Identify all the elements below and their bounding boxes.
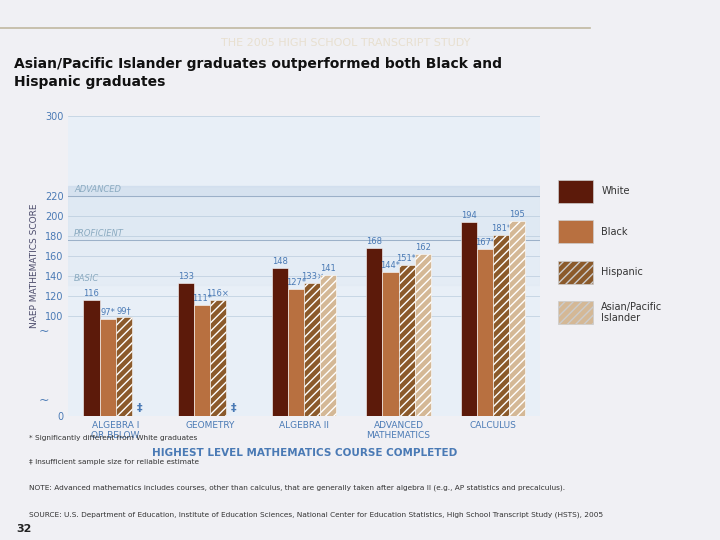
Text: ‡: ‡ (137, 403, 143, 413)
Bar (477, 249, 493, 416)
Text: 133×: 133× (301, 273, 324, 281)
Bar (366, 248, 382, 416)
Text: 195: 195 (509, 211, 525, 219)
Text: 111*: 111* (192, 294, 212, 303)
Text: ‡: ‡ (231, 403, 237, 413)
Bar (115, 317, 132, 416)
Bar (320, 275, 336, 416)
X-axis label: HIGHEST LEVEL MATHEMATICS COURSE COMPLETED: HIGHEST LEVEL MATHEMATICS COURSE COMPLET… (152, 448, 456, 458)
Text: Black: Black (601, 227, 628, 237)
Text: 127*: 127* (286, 279, 306, 287)
Bar (210, 300, 226, 416)
Text: 148: 148 (272, 258, 288, 266)
Bar (493, 235, 509, 416)
Bar (99, 319, 115, 416)
Text: 99†: 99† (116, 306, 131, 315)
Text: PROFICIENT: PROFICIENT (74, 229, 124, 238)
FancyBboxPatch shape (558, 220, 593, 243)
Bar (84, 300, 99, 416)
Bar (68, 240, 540, 285)
Bar (272, 268, 288, 416)
Text: 32: 32 (16, 523, 31, 534)
Text: 116: 116 (84, 289, 99, 299)
Bar (68, 196, 540, 240)
Text: White: White (601, 186, 630, 196)
Text: BASIC: BASIC (74, 274, 99, 283)
Bar (288, 289, 305, 416)
Text: Hispanic: Hispanic (601, 267, 643, 277)
Text: 141: 141 (320, 265, 336, 273)
Bar (415, 254, 431, 416)
Text: 97*: 97* (100, 308, 115, 318)
Text: ~: ~ (38, 325, 49, 338)
Text: 168: 168 (366, 238, 382, 246)
FancyBboxPatch shape (558, 180, 593, 202)
Text: * Significantly different from White graduates: * Significantly different from White gra… (29, 435, 197, 441)
Bar (509, 221, 525, 416)
Text: 151*: 151* (397, 254, 417, 264)
FancyBboxPatch shape (558, 301, 593, 324)
Y-axis label: NAEP MATHEMATICS SCORE: NAEP MATHEMATICS SCORE (30, 204, 40, 328)
FancyBboxPatch shape (558, 261, 593, 284)
Bar (461, 222, 477, 416)
Bar (178, 283, 194, 416)
Text: NOTE: Advanced mathematics includes courses, other than calculus, that are gener: NOTE: Advanced mathematics includes cour… (29, 484, 565, 490)
Text: ~: ~ (38, 394, 49, 407)
Text: 181*: 181* (491, 225, 511, 233)
Text: 162: 162 (415, 244, 431, 253)
Bar (399, 265, 415, 416)
Text: Asian/Pacific Islander graduates outperformed both Black and
Hispanic graduates: Asian/Pacific Islander graduates outperf… (14, 57, 503, 89)
Text: ADVANCED: ADVANCED (74, 185, 121, 194)
Text: 116×: 116× (207, 289, 230, 299)
Text: Asian/Pacific
Islander: Asian/Pacific Islander (601, 302, 662, 323)
Text: SOURCE: U.S. Department of Education, Institute of Education Sciences, National : SOURCE: U.S. Department of Education, In… (29, 511, 603, 518)
Text: 144*: 144* (380, 261, 400, 271)
Text: THE 2005 HIGH SCHOOL TRANSCRIPT STUDY: THE 2005 HIGH SCHOOL TRANSCRIPT STUDY (221, 37, 470, 48)
Bar (68, 186, 540, 196)
Text: ‡ Insufficient sample size for reliable estimate: ‡ Insufficient sample size for reliable … (29, 459, 199, 465)
Bar (382, 272, 399, 416)
Bar (194, 305, 210, 416)
Bar (305, 283, 320, 416)
Text: 194: 194 (461, 212, 477, 220)
Text: 167*: 167* (474, 239, 495, 247)
Text: 133: 133 (178, 273, 194, 281)
